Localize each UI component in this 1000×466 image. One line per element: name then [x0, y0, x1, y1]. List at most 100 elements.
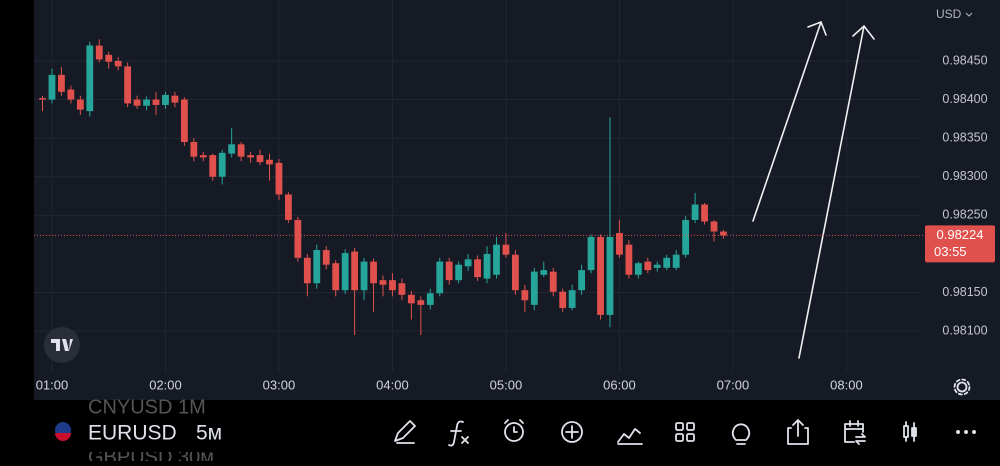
settings-icon[interactable]: [953, 378, 971, 396]
candle-body: [199, 155, 207, 158]
last-price-label: 0.98224: [937, 227, 984, 242]
candle-body: [455, 264, 463, 281]
interval[interactable]: 5м: [196, 422, 222, 445]
chart-type-icon[interactable]: [903, 421, 917, 442]
candle-body: [360, 261, 368, 291]
y-tick-label: 0.98400: [942, 92, 987, 106]
candle-body: [256, 155, 264, 163]
alert-icon[interactable]: [504, 419, 524, 442]
x-tick-label: 05:00: [490, 377, 523, 392]
more-icon[interactable]: [956, 430, 976, 434]
candle-body: [549, 271, 557, 292]
symbol[interactable]: EURUSD: [88, 422, 177, 445]
candle-body: [663, 257, 671, 268]
candle-body: [341, 253, 349, 291]
candle-body: [171, 95, 179, 103]
candle-body: [653, 264, 661, 268]
x-tick-label: 03:00: [263, 377, 296, 392]
candle-body: [445, 261, 453, 281]
candle-body: [426, 293, 434, 305]
candle-body: [266, 159, 273, 165]
candle-body: [540, 270, 548, 275]
candle-body: [672, 254, 680, 268]
replay-icon[interactable]: [844, 420, 866, 445]
arrow: [798, 24, 875, 359]
candle-body: [124, 66, 132, 104]
candle-body: [247, 155, 254, 158]
candle-body: [559, 291, 567, 308]
candle-body: [701, 204, 708, 222]
candle-body: [493, 244, 500, 275]
candle-body: [530, 271, 538, 305]
candle-body: [332, 263, 340, 291]
candle-body: [275, 162, 283, 195]
indicators-icon[interactable]: [448, 420, 469, 447]
candle-body: [190, 142, 198, 157]
candle-body: [67, 89, 75, 100]
candle-body: [105, 54, 113, 62]
candle-body: [597, 236, 604, 315]
candle-body: [464, 259, 472, 267]
currency-label[interactable]: USD: [936, 7, 962, 21]
candle-body: [682, 219, 690, 255]
compare-icon[interactable]: [617, 428, 643, 445]
candle-body: [143, 99, 150, 106]
y-tick-label: 0.98300: [942, 169, 987, 183]
candle-body: [720, 231, 727, 236]
y-tick-label: 0.98350: [942, 130, 987, 144]
previous-symbol[interactable]: CNYUSD 1M: [88, 396, 206, 418]
candle-body: [502, 244, 510, 255]
candle-body: [616, 233, 623, 255]
flag-icon: [55, 422, 71, 441]
candle-body: [634, 263, 642, 275]
draw-tool-icon[interactable]: [394, 420, 416, 444]
candle-body: [322, 250, 330, 265]
y-tick-label: 0.98250: [942, 208, 987, 222]
x-tick-label: 01:00: [36, 377, 69, 392]
candle-body: [237, 144, 245, 157]
y-tick-label: 0.98100: [942, 323, 987, 337]
arrow: [752, 20, 827, 222]
drawn-arrows: [752, 20, 875, 359]
candle-body: [474, 259, 481, 278]
layout-icon[interactable]: [675, 422, 695, 442]
candle-body: [587, 236, 595, 271]
y-tick-label: 0.98150: [942, 285, 987, 299]
candle-body: [379, 280, 387, 285]
candle-body: [483, 253, 491, 279]
candle-body: [389, 280, 396, 291]
x-tick-label: 02:00: [149, 377, 182, 392]
last-price-badge: [925, 225, 995, 263]
candle-body: [218, 152, 226, 177]
candle-body: [162, 94, 169, 105]
candle-body: [180, 99, 188, 143]
candle-body: [95, 45, 103, 60]
candle-body: [86, 45, 94, 112]
candle-body: [228, 144, 236, 154]
candle-body: [398, 283, 406, 295]
candle-body: [521, 290, 529, 301]
candle-body: [313, 250, 321, 284]
candle-body: [511, 254, 519, 291]
x-tick-label: 06:00: [603, 377, 636, 392]
candle-body: [407, 294, 415, 304]
candle-body: [58, 74, 65, 92]
add-icon[interactable]: [561, 421, 583, 443]
candle-body: [370, 261, 377, 284]
x-tick-label: 08:00: [830, 377, 863, 392]
share-icon[interactable]: [787, 419, 809, 445]
candle-body: [133, 99, 141, 106]
y-tick-label: 0.98450: [942, 53, 987, 67]
candle-body: [568, 290, 576, 308]
candle-body: [114, 60, 122, 67]
ideas-icon[interactable]: [731, 423, 751, 445]
candle-body: [710, 221, 718, 232]
candle-body: [209, 155, 217, 177]
chart-area: [34, 0, 1000, 400]
candle-body: [152, 99, 160, 105]
currency-chevron[interactable]: [965, 12, 973, 17]
candle-body: [294, 219, 302, 258]
candle-body: [285, 194, 292, 220]
toolbar: [394, 419, 976, 447]
